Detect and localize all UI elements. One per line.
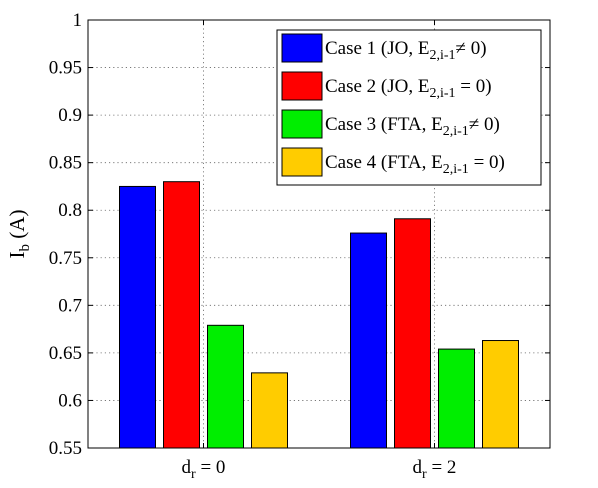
- bar: [207, 324, 244, 449]
- y-tick-label: 1: [73, 10, 83, 31]
- bar: [119, 185, 156, 449]
- bar: [350, 232, 387, 449]
- y-tick-label: 0.9: [58, 105, 82, 126]
- y-axis-label-main: I: [5, 251, 29, 258]
- y-axis-label-sub: b: [17, 244, 33, 252]
- legend: Case 1 (JO, E2,i-1≠ 0) Case 2 (JO, E2,i-1…: [276, 29, 542, 186]
- x-tick-label: dr = 0: [182, 457, 226, 482]
- bar: [438, 348, 475, 449]
- x-axis-ticks: dr = 0 dr = 2: [182, 20, 457, 482]
- legend-label: Case 3 (FTA, E2,i-1≠ 0): [325, 114, 500, 139]
- y-tick-label: 0.55: [49, 438, 82, 459]
- plot-frame: [87, 19, 551, 449]
- y-tick-label: 0.7: [58, 295, 82, 316]
- y-tick-label: 0.85: [49, 153, 82, 174]
- bar: [482, 340, 519, 449]
- bar: [394, 218, 431, 449]
- bars: [119, 181, 519, 449]
- legend-swatch: [281, 71, 323, 101]
- y-tick-label: 0.6: [58, 390, 82, 411]
- legend-label: Case 4 (FTA, E2,i-1 = 0): [325, 152, 505, 177]
- bar: [163, 181, 200, 449]
- y-axis-label: Ib (A): [5, 210, 33, 259]
- x-tick-label: dr = 2: [413, 457, 457, 482]
- y-axis-label-rest: (A): [5, 210, 29, 244]
- legend-label: Case 1 (JO, E2,i-1≠ 0): [325, 38, 487, 63]
- y-tick-label: 0.95: [49, 58, 82, 79]
- legend-label: Case 2 (JO, E2,i-1 = 0): [325, 76, 492, 101]
- y-axis-ticks: 0.55 0.6 0.65 0.7 0.75 0.8 0.85 0.9 0.95 1: [49, 10, 550, 459]
- y-tick-label: 0.8: [58, 200, 82, 221]
- bar: [251, 372, 288, 449]
- legend-swatch: [281, 147, 323, 177]
- legend-swatch: [281, 109, 323, 139]
- legend-swatch: [281, 33, 323, 63]
- y-tick-label: 0.75: [49, 248, 82, 269]
- y-tick-label: 0.65: [49, 343, 82, 364]
